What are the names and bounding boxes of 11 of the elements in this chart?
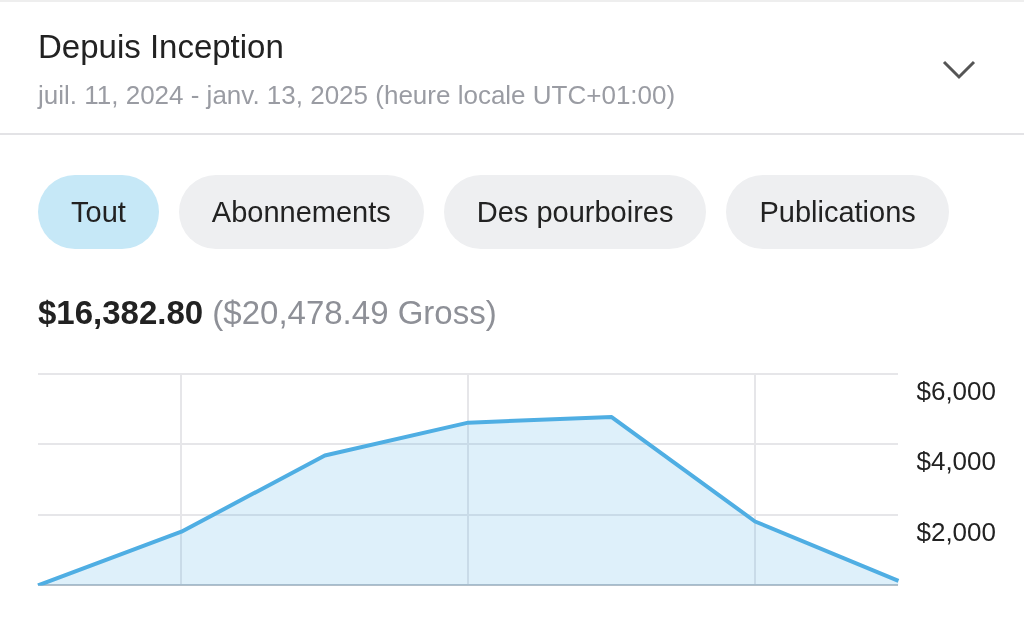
y-tick-label: $4,000 bbox=[916, 446, 997, 477]
text: Des pourboires bbox=[443, 175, 707, 249]
chart-subtitle: juil. 11, 2024 - janv. 13, 2025 (heure locale UTC+01:00) bbox=[38, 80, 676, 111]
text: $16,382.80 bbox=[38, 294, 204, 331]
y-tick-label: $6,000 bbox=[916, 375, 997, 406]
text: Publications bbox=[726, 175, 949, 249]
text: Tout bbox=[38, 175, 159, 249]
text: ($20,478.49 Gross) bbox=[212, 294, 497, 331]
text: Abonnements bbox=[178, 175, 424, 249]
y-tick-label: $2,000 bbox=[916, 516, 997, 547]
chart-title: Depuis Inception bbox=[38, 28, 284, 66]
